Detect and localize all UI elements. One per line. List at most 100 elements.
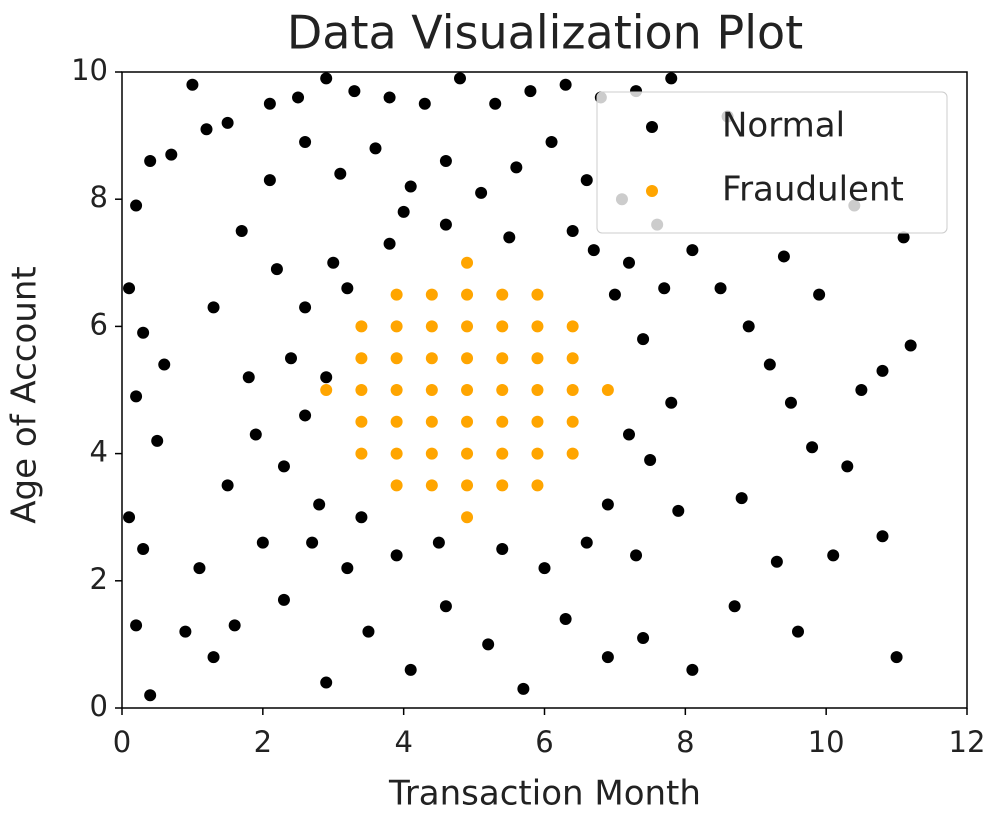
point — [299, 301, 312, 314]
point — [186, 78, 199, 91]
point — [496, 447, 509, 460]
point — [763, 358, 776, 371]
legend: Normal Fraudulent — [596, 91, 948, 234]
point — [728, 600, 741, 613]
point — [158, 358, 171, 371]
point — [496, 352, 509, 365]
point — [496, 543, 509, 555]
point — [566, 352, 579, 365]
point — [348, 85, 361, 98]
point — [207, 301, 220, 314]
point — [390, 549, 403, 562]
point — [601, 651, 614, 664]
point — [355, 352, 368, 365]
point — [630, 549, 643, 562]
point — [242, 371, 255, 384]
point — [425, 320, 438, 333]
point — [123, 511, 136, 524]
y-tick-label: 8 — [90, 180, 108, 214]
point — [299, 135, 312, 148]
point — [496, 288, 509, 301]
point — [559, 78, 572, 91]
point — [566, 320, 579, 333]
point — [165, 148, 178, 161]
point — [200, 123, 213, 136]
y-tick-label: 4 — [90, 435, 108, 469]
point — [425, 352, 438, 365]
point — [418, 97, 431, 110]
point — [827, 549, 840, 562]
point — [531, 352, 544, 365]
point — [461, 479, 474, 492]
point — [496, 479, 509, 492]
point — [221, 116, 234, 129]
point — [390, 320, 403, 333]
point — [390, 447, 403, 460]
point — [256, 536, 269, 549]
x-tick-label: 4 — [394, 725, 412, 759]
point — [531, 288, 544, 301]
point — [524, 85, 537, 98]
point — [897, 231, 910, 244]
point — [404, 663, 417, 676]
point — [855, 384, 868, 396]
point — [489, 97, 502, 110]
point — [461, 352, 474, 365]
point — [277, 593, 290, 606]
point — [714, 282, 727, 295]
point — [285, 352, 297, 365]
y-tick-label: 0 — [90, 689, 108, 723]
point — [461, 256, 474, 269]
point — [207, 651, 220, 664]
point — [735, 492, 748, 505]
point — [566, 384, 579, 396]
point — [137, 326, 150, 339]
point — [904, 339, 917, 352]
point — [313, 498, 326, 511]
point — [608, 288, 621, 301]
point — [461, 415, 474, 428]
point — [461, 447, 474, 460]
point — [320, 371, 333, 384]
point — [263, 174, 276, 187]
point — [454, 72, 466, 85]
point — [644, 453, 657, 466]
point — [510, 161, 523, 174]
point — [531, 320, 544, 333]
x-tick-label: 8 — [676, 725, 694, 759]
point — [130, 619, 143, 632]
point — [475, 186, 488, 199]
point — [876, 364, 889, 377]
y-tick-label: 10 — [71, 53, 108, 87]
point — [672, 504, 685, 517]
point — [383, 237, 396, 250]
legend-marker — [646, 185, 658, 197]
point — [742, 320, 755, 333]
point — [235, 225, 248, 237]
point — [665, 396, 678, 409]
point — [179, 625, 192, 638]
point — [770, 555, 783, 568]
point — [327, 256, 340, 269]
point — [334, 167, 347, 180]
point — [623, 428, 635, 441]
point — [784, 396, 797, 409]
point — [355, 447, 368, 460]
point — [580, 536, 593, 549]
point — [144, 155, 157, 168]
point — [566, 447, 579, 460]
point — [566, 225, 579, 237]
chart-title: Data Visualization Plot — [287, 6, 803, 60]
point — [151, 434, 164, 447]
legend-marker — [646, 121, 658, 133]
point — [686, 663, 699, 676]
point — [292, 91, 305, 104]
point — [228, 619, 241, 632]
point — [792, 625, 804, 638]
point — [439, 600, 452, 613]
point — [341, 282, 354, 295]
point — [249, 428, 262, 441]
point — [263, 97, 276, 110]
point — [637, 333, 650, 346]
point — [390, 384, 403, 396]
